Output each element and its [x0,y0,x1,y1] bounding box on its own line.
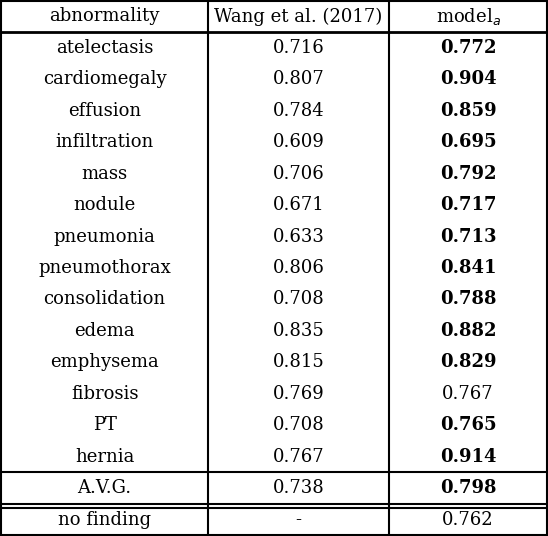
Text: 0.738: 0.738 [273,479,324,497]
Text: 0.882: 0.882 [440,322,496,340]
Text: nodule: nodule [73,196,136,214]
Text: 0.695: 0.695 [439,133,496,151]
Text: no finding: no finding [58,511,151,528]
Text: 0.767: 0.767 [442,385,494,403]
Text: 0.806: 0.806 [273,259,324,277]
Text: Wang et al. (2017): Wang et al. (2017) [214,8,383,26]
Text: 0.914: 0.914 [440,448,496,466]
Text: 0.788: 0.788 [440,291,496,308]
Text: 0.904: 0.904 [439,70,496,88]
Text: 0.633: 0.633 [273,228,324,245]
Text: 0.716: 0.716 [273,39,324,57]
Text: mass: mass [82,165,128,183]
Text: -: - [295,511,301,528]
Text: abnormality: abnormality [49,8,159,25]
Text: pneumothorax: pneumothorax [38,259,171,277]
Text: fibrosis: fibrosis [71,385,138,403]
Text: 0.798: 0.798 [440,479,496,497]
Text: edema: edema [74,322,135,340]
Text: 0.717: 0.717 [440,196,496,214]
Text: 0.772: 0.772 [440,39,496,57]
Text: infiltration: infiltration [55,133,153,151]
Text: 0.859: 0.859 [439,102,496,120]
Text: 0.706: 0.706 [273,165,324,183]
Text: effusion: effusion [68,102,141,120]
Text: atelectasis: atelectasis [56,39,153,57]
Text: PT: PT [93,416,117,434]
Text: 0.792: 0.792 [440,165,496,183]
Text: 0.671: 0.671 [273,196,324,214]
Text: 0.829: 0.829 [440,353,496,371]
Text: 0.708: 0.708 [273,416,324,434]
Text: 0.713: 0.713 [440,228,496,245]
Text: 0.807: 0.807 [273,70,324,88]
Text: 0.708: 0.708 [273,291,324,308]
Text: emphysema: emphysema [50,353,159,371]
Text: 0.835: 0.835 [273,322,324,340]
Text: consolidation: consolidation [43,291,165,308]
Text: hernia: hernia [75,448,134,466]
Text: 0.765: 0.765 [439,416,496,434]
Text: 0.841: 0.841 [440,259,496,277]
Text: model$_a$: model$_a$ [436,6,500,27]
Text: 0.769: 0.769 [273,385,324,403]
Text: 0.784: 0.784 [273,102,324,120]
Text: 0.762: 0.762 [442,511,494,528]
Text: pneumonia: pneumonia [54,228,156,245]
Text: 0.767: 0.767 [273,448,324,466]
Text: A.V.G.: A.V.G. [77,479,132,497]
Text: cardiomegaly: cardiomegaly [43,70,167,88]
Text: 0.609: 0.609 [273,133,324,151]
Text: 0.815: 0.815 [273,353,324,371]
